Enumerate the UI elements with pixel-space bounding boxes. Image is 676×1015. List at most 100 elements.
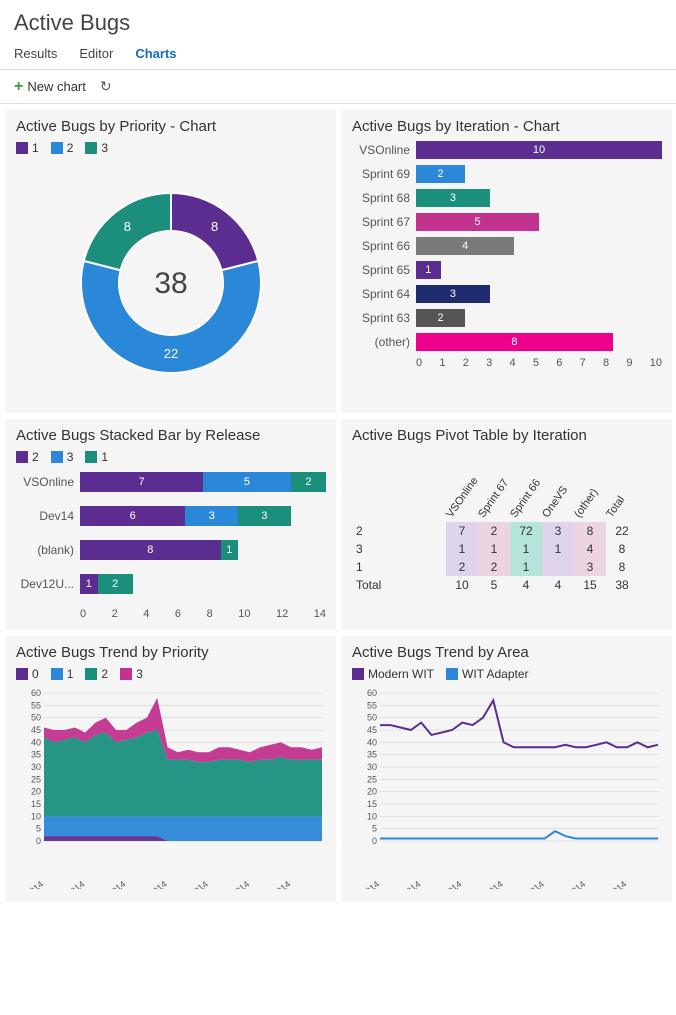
- donut-title: Active Bugs by Priority - Chart: [16, 118, 326, 135]
- trend-priority-legend: 0123: [16, 667, 326, 681]
- bar-label: (other): [352, 335, 416, 349]
- pivot-cell: 1: [478, 540, 510, 558]
- stacked-label: Dev14: [16, 509, 80, 523]
- pivot-cell: 2: [478, 522, 510, 540]
- bar-label: Sprint 66: [352, 239, 416, 253]
- svg-text:7/6/2014: 7/6/2014: [177, 879, 210, 889]
- legend-item: 1: [51, 667, 74, 681]
- svg-text:7/2/2014: 7/2/2014: [136, 879, 169, 889]
- toolbar: + New chart ↻: [0, 70, 676, 104]
- pivot-row-label: 1: [352, 558, 446, 576]
- stacked-title: Active Bugs Stacked Bar by Release: [16, 427, 326, 444]
- page-title: Active Bugs: [0, 0, 676, 42]
- svg-text:6/24/2014: 6/24/2014: [49, 879, 86, 889]
- bar: 1: [416, 261, 441, 279]
- legend-item: 0: [16, 667, 39, 681]
- legend-label: 2: [67, 141, 74, 155]
- legend-swatch: [352, 668, 364, 680]
- svg-text:5: 5: [372, 824, 377, 834]
- svg-text:55: 55: [31, 700, 41, 710]
- trend-priority-title: Active Bugs Trend by Priority: [16, 644, 326, 661]
- svg-text:6/20/2014: 6/20/2014: [16, 879, 45, 889]
- svg-text:30: 30: [367, 762, 377, 772]
- stacked-segment: 7: [80, 472, 203, 492]
- trend-area-title: Active Bugs Trend by Area: [352, 644, 662, 661]
- svg-text:20: 20: [31, 787, 41, 797]
- svg-text:0: 0: [372, 836, 377, 846]
- pivot-col-header: Sprint 67: [478, 468, 510, 522]
- panel-trend-priority: Active Bugs Trend by Priority 0123 05101…: [6, 636, 336, 902]
- svg-text:10: 10: [31, 811, 41, 821]
- pivot-table: VSOnlineSprint 67Sprint 66OneVS(other) To…: [352, 468, 662, 594]
- stacked-segment: 2: [98, 574, 133, 594]
- svg-text:7/14/2014: 7/14/2014: [255, 879, 292, 889]
- bar-label: Sprint 64: [352, 287, 416, 301]
- legend-swatch: [446, 668, 458, 680]
- legend-swatch: [85, 142, 97, 154]
- pivot-cell: 2: [446, 558, 478, 576]
- pivot-col-header: Sprint 66: [510, 468, 542, 522]
- pivot-col-header: (other): [574, 468, 606, 522]
- pivot-col-header: VSOnline: [446, 468, 478, 522]
- legend-swatch: [16, 451, 28, 463]
- stacked-segment: 1: [221, 540, 239, 560]
- pivot-col-header: OneVS: [542, 468, 574, 522]
- plus-icon: +: [14, 79, 23, 95]
- refresh-icon[interactable]: ↻: [100, 78, 112, 95]
- stacked-label: VSOnline: [16, 475, 80, 489]
- legend-label: 1: [32, 141, 39, 155]
- legend-swatch: [16, 142, 28, 154]
- tab-results[interactable]: Results: [14, 46, 57, 61]
- tab-charts[interactable]: Charts: [135, 46, 176, 61]
- legend-swatch: [85, 451, 97, 463]
- tab-editor[interactable]: Editor: [79, 46, 113, 61]
- trend-area-legend: Modern WITWIT Adapter: [352, 667, 662, 681]
- panel-trend-area: Active Bugs Trend by Area Modern WITWIT …: [342, 636, 672, 902]
- pivot-row: 122138: [352, 558, 662, 576]
- pivot-cell: 8: [606, 540, 638, 558]
- legend-item: 2: [16, 450, 39, 464]
- stacked-row: Dev12U...12: [16, 574, 326, 594]
- stacked-label: Dev12U...: [16, 577, 80, 591]
- pivot-cell: 72: [510, 522, 542, 540]
- legend-item: 2: [51, 141, 74, 155]
- donut-chart: 822838: [51, 163, 291, 403]
- svg-text:30: 30: [31, 762, 41, 772]
- trend-area-chart: 0510152025303540455055606/20/20146/24/20…: [352, 689, 662, 889]
- pivot-cell: 1: [542, 540, 574, 558]
- legend-swatch: [51, 142, 63, 154]
- svg-text:60: 60: [367, 689, 377, 698]
- pivot-cell: 4: [574, 540, 606, 558]
- bar-label: Sprint 63: [352, 311, 416, 325]
- bar-row: VSOnline10: [352, 141, 662, 159]
- legend-item: 3: [120, 667, 143, 681]
- pivot-row-label: Total: [352, 576, 446, 594]
- svg-text:8: 8: [211, 219, 218, 234]
- legend-label: 1: [101, 450, 108, 464]
- pivot-cell: 1: [446, 540, 478, 558]
- svg-text:45: 45: [31, 725, 41, 735]
- stacked-segment: 2: [291, 472, 326, 492]
- panel-pivot: Active Bugs Pivot Table by Iteration VSO…: [342, 419, 672, 630]
- bar-row: Sprint 643: [352, 285, 662, 303]
- bar: 10: [416, 141, 662, 159]
- pivot-cell: 38: [606, 576, 638, 594]
- svg-text:55: 55: [367, 700, 377, 710]
- donut-legend: 123: [16, 141, 326, 155]
- iter-bar-chart: VSOnline10Sprint 692Sprint 683Sprint 675…: [352, 141, 662, 351]
- pivot-row: 272723822: [352, 522, 662, 540]
- bar: 8: [416, 333, 613, 351]
- new-chart-label: New chart: [27, 79, 86, 94]
- legend-item: 2: [85, 667, 108, 681]
- svg-text:40: 40: [31, 737, 41, 747]
- pivot-cell: 3: [542, 522, 574, 540]
- svg-text:35: 35: [367, 750, 377, 760]
- pivot-cell: 8: [574, 522, 606, 540]
- bar-row: Sprint 664: [352, 237, 662, 255]
- legend-swatch: [85, 668, 97, 680]
- stacked-segment: 6: [80, 506, 185, 526]
- legend-label: 3: [67, 450, 74, 464]
- stacked-label: (blank): [16, 543, 80, 557]
- pivot-cell: 10: [446, 576, 478, 594]
- new-chart-button[interactable]: + New chart: [14, 79, 86, 95]
